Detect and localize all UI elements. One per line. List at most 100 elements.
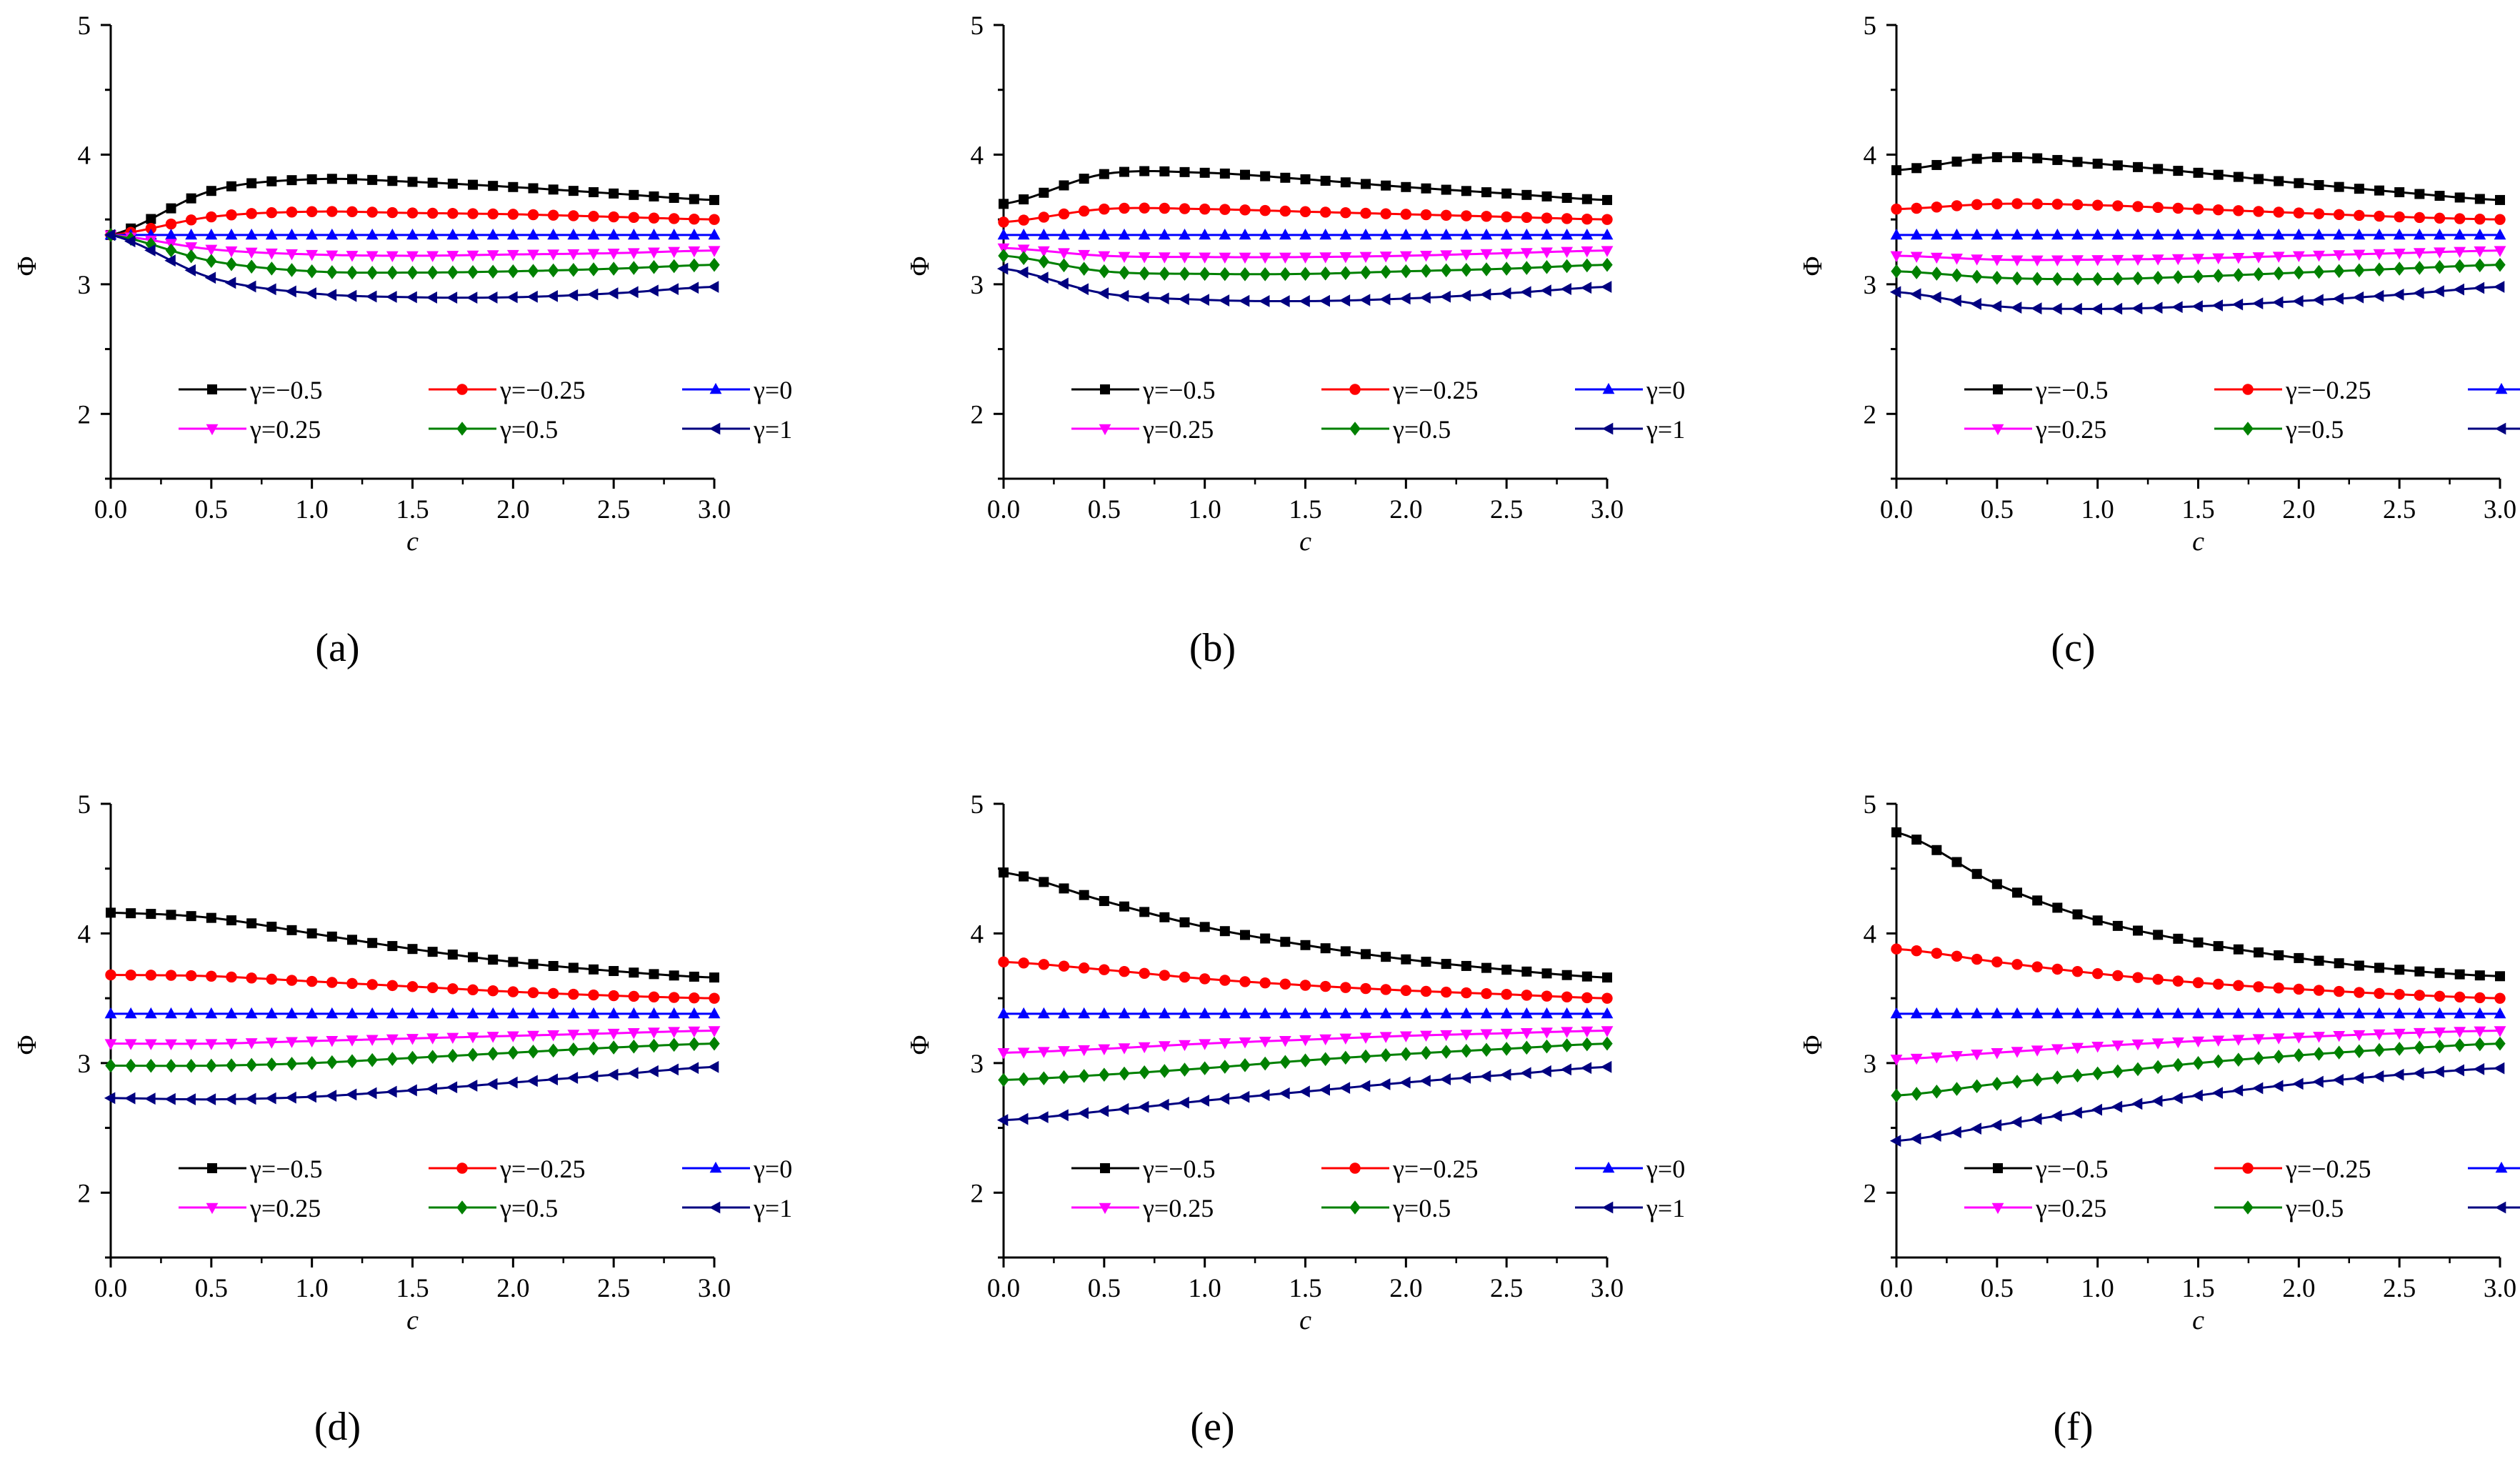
data-point (568, 210, 579, 221)
y-axis-label: Φ (905, 257, 935, 277)
data-point (1481, 1042, 1492, 1057)
data-point (306, 975, 318, 987)
data-point (1037, 272, 1049, 284)
data-point (2191, 1089, 2203, 1102)
data-point (1601, 228, 1614, 240)
data-point (1481, 987, 1492, 1000)
y-tick-label: 3 (78, 1050, 91, 1079)
data-point (1600, 1060, 1612, 1073)
data-point (146, 214, 156, 224)
series-line (1003, 871, 1608, 979)
data-point (347, 935, 357, 945)
data-point (547, 228, 560, 240)
series-4 (998, 249, 1613, 282)
data-point (366, 1087, 377, 1100)
x-tick-label: 0.0 (94, 495, 127, 524)
data-point (326, 977, 338, 988)
data-point (225, 246, 238, 258)
y-tick-label: 4 (78, 920, 91, 949)
series-2 (997, 1007, 1614, 1019)
legend-marker (1100, 1163, 1110, 1173)
data-point (2332, 292, 2344, 305)
series-2 (997, 228, 1614, 240)
data-point (1600, 281, 1612, 293)
data-point (1991, 228, 2004, 240)
data-point (1560, 1063, 1571, 1076)
data-point (466, 228, 479, 240)
data-point (486, 1077, 498, 1090)
data-point (608, 990, 619, 1002)
data-point (1139, 967, 1150, 980)
data-point (1239, 228, 1251, 240)
data-point (2494, 257, 2506, 272)
data-point (506, 1031, 519, 1042)
data-point (1561, 192, 1572, 203)
data-point (2354, 960, 2364, 971)
data-point (648, 247, 660, 259)
series-5 (104, 229, 719, 304)
data-point (999, 199, 1009, 209)
data-point (2051, 1007, 2064, 1019)
data-point (1951, 254, 1963, 265)
data-point (2334, 181, 2344, 192)
data-point (2011, 271, 2023, 286)
data-point (2354, 987, 2365, 998)
data-point (1359, 1080, 1371, 1092)
data-point (1077, 1107, 1089, 1120)
data-point (226, 257, 237, 272)
data-point (667, 283, 679, 296)
data-point (648, 1007, 660, 1019)
data-point (2173, 933, 2184, 944)
data-point (1439, 290, 1451, 303)
data-point (587, 249, 600, 260)
data-point (1910, 288, 1921, 301)
data-point (1991, 255, 2004, 267)
series-1 (1891, 943, 2506, 1004)
data-point (1018, 1072, 1029, 1087)
data-point (1891, 1088, 1902, 1103)
data-point (146, 909, 156, 920)
data-point (225, 1038, 238, 1050)
data-point (1400, 264, 1412, 279)
data-point (1581, 258, 1593, 273)
data-point (2393, 249, 2406, 260)
data-point (1219, 267, 1231, 282)
data-point (1098, 1044, 1111, 1055)
data-point (2474, 194, 2485, 204)
data-point (547, 263, 559, 278)
data-point (2071, 255, 2084, 267)
data-point (649, 191, 659, 201)
data-point (1319, 294, 1330, 307)
data-point (567, 249, 580, 261)
data-point (2031, 198, 2043, 209)
data-point (206, 912, 216, 923)
data-point (2011, 959, 2023, 970)
data-point (124, 1039, 137, 1050)
data-point (426, 1050, 439, 1064)
x-tick-label: 1.0 (1189, 1274, 1221, 1303)
data-point (1400, 985, 1412, 996)
data-point (1299, 252, 1311, 264)
data-point (1889, 286, 1901, 299)
data-point (2292, 1032, 2305, 1044)
data-point (1319, 252, 1332, 264)
data-point (2292, 228, 2305, 240)
data-point (2232, 228, 2245, 240)
x-tick-label: 0.0 (94, 1274, 127, 1303)
data-point (1039, 877, 1049, 887)
data-point (1238, 294, 1250, 307)
data-point (487, 264, 499, 279)
x-tick-label: 0.0 (1880, 1274, 1913, 1303)
data-point (609, 188, 619, 199)
data-point (527, 228, 539, 240)
data-point (1099, 203, 1110, 215)
data-point (325, 289, 337, 302)
legend-label: γ=0.5 (2285, 415, 2344, 444)
data-point (1259, 1056, 1271, 1071)
series-5 (996, 1060, 1612, 1127)
data-point (2413, 1027, 2426, 1040)
series-4 (105, 1036, 720, 1073)
data-point (2111, 254, 2124, 267)
data-point (1339, 1082, 1351, 1095)
legend-entry: γ=0.5 (1321, 415, 1451, 444)
